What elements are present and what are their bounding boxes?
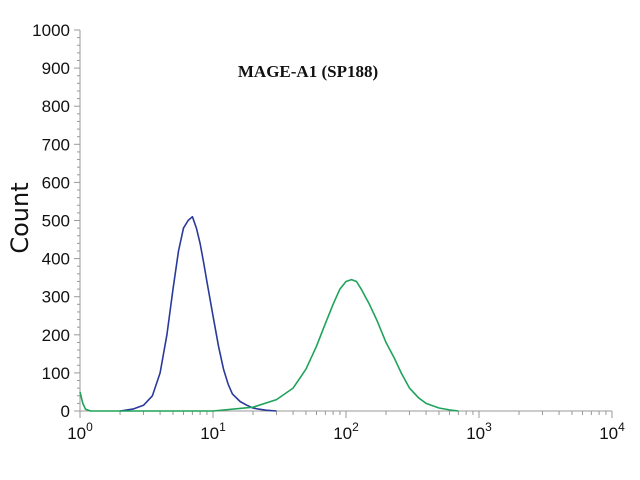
y-tick-label: 0 xyxy=(61,402,70,421)
y-tick-label: 300 xyxy=(42,288,70,307)
histogram-line-2 xyxy=(79,278,459,412)
x-tick-label: 102 xyxy=(333,420,359,443)
y-axis-title: Count xyxy=(6,182,34,253)
y-tick-label: 100 xyxy=(42,364,70,383)
y-tick-label: 400 xyxy=(42,250,70,269)
histogram-line-1 xyxy=(119,215,277,412)
x-tick-label: 104 xyxy=(599,420,625,443)
y-tick-label: 700 xyxy=(42,135,70,154)
x-tick-label: 100 xyxy=(67,420,93,443)
y-tick-label: 1000 xyxy=(32,21,70,40)
y-tick-label: 900 xyxy=(42,59,70,78)
y-tick-label: 500 xyxy=(42,212,70,231)
y-tick-label: 600 xyxy=(42,173,70,192)
y-tick-label: 200 xyxy=(42,326,70,345)
plot-area xyxy=(79,215,459,412)
y-tick-label: 800 xyxy=(42,97,70,116)
chart-title: MAGE-A1 (SP188) xyxy=(238,62,378,81)
x-tick-label: 103 xyxy=(466,420,492,443)
x-tick-label: 101 xyxy=(200,420,226,443)
